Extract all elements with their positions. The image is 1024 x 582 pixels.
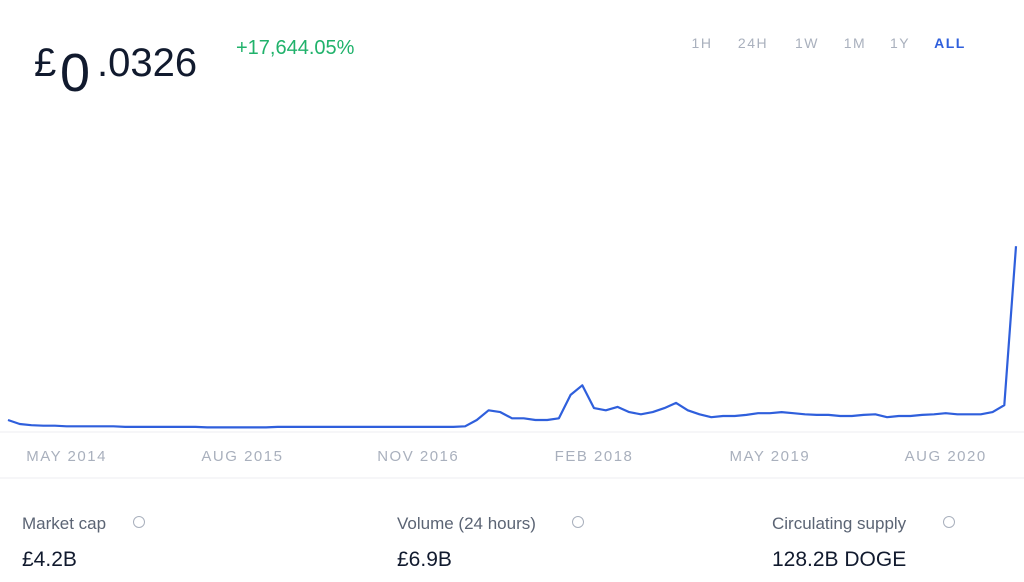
x-tick-label: AUG 2015 <box>201 448 283 465</box>
x-tick-label: FEB 2018 <box>555 448 634 465</box>
price-currency: £ <box>34 41 56 85</box>
info-icons <box>133 516 955 528</box>
stat-value: £6.9B <box>397 548 452 571</box>
timeframe-button[interactable]: 1H <box>692 35 713 51</box>
price-integer: 0 <box>60 43 90 103</box>
x-tick-label: MAY 2014 <box>26 448 107 465</box>
x-tick-label: NOV 2016 <box>377 448 459 465</box>
stat-label: Circulating supply <box>772 514 907 533</box>
price-change: +17,644.05% <box>236 37 355 59</box>
timeframe-button[interactable]: 1Y <box>890 35 910 51</box>
timeframe-button[interactable]: 24H <box>738 35 768 51</box>
x-tick-label: AUG 2020 <box>905 448 987 465</box>
stat-value: £4.2B <box>22 548 77 571</box>
x-tick-label: MAY 2019 <box>730 448 811 465</box>
timeframe-button[interactable]: 1W <box>795 35 819 51</box>
stat-label: Volume (24 hours) <box>397 514 536 533</box>
timeframe-button[interactable]: ALL <box>934 35 966 51</box>
price-decimals: .0326 <box>97 41 197 85</box>
stat-value: 128.2B DOGE <box>772 548 906 571</box>
price-line <box>7 246 1018 429</box>
stat-label: Market cap <box>22 514 106 533</box>
timeframe-button[interactable]: 1M <box>844 35 866 51</box>
